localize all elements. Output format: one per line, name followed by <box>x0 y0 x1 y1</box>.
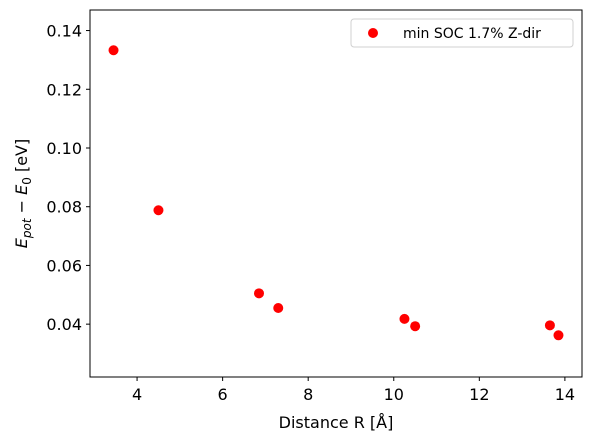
plot-area <box>90 10 582 377</box>
data-point <box>544 320 555 331</box>
x-axis-label: Distance R [Å] <box>279 413 394 432</box>
x-tick-label: 6 <box>218 385 228 404</box>
legend-frame <box>350 18 574 48</box>
legend-marker <box>368 28 378 38</box>
data-point <box>399 313 410 324</box>
x-tick-label: 10 <box>384 385 404 404</box>
y-label-e2: E <box>12 184 31 195</box>
y-label-op: − <box>12 195 31 219</box>
data-point <box>553 330 564 341</box>
x-tick-label: 14 <box>555 385 575 404</box>
y-tick-label: 0.06 <box>46 256 82 275</box>
x-tick-label: 12 <box>469 385 489 404</box>
y-tick-label: 0.04 <box>46 315 82 334</box>
data-point <box>108 45 119 56</box>
data-point <box>153 205 164 216</box>
y-label-sub2: 0 <box>20 177 34 185</box>
y-tick-label: 0.14 <box>46 22 82 41</box>
legend-label: min SOC 1.7% Z-dir <box>403 26 541 42</box>
data-point <box>410 321 421 332</box>
y-tick-label: 0.08 <box>46 198 82 217</box>
y-tick-label: 0.10 <box>46 139 82 158</box>
data-point <box>273 303 284 314</box>
y-axis-label: Epot − E0 [eV] <box>12 139 34 248</box>
plot-frame <box>89 9 583 378</box>
y-label-sub1: pot <box>20 217 34 239</box>
y-tick-label: 0.12 <box>46 80 82 99</box>
y-label-unit: [eV] <box>12 139 31 177</box>
data-points <box>108 45 564 341</box>
legend: min SOC 1.7% Z-dir <box>350 18 574 48</box>
x-tick-label: 4 <box>132 385 142 404</box>
x-axis-ticks: 4 6 8 10 12 14 <box>132 377 575 404</box>
data-point <box>253 288 264 299</box>
y-axis-ticks: 0.04 0.06 0.08 0.10 0.12 0.14 <box>46 22 90 334</box>
y-label-e1: E <box>12 237 31 248</box>
x-tick-label: 8 <box>303 385 313 404</box>
